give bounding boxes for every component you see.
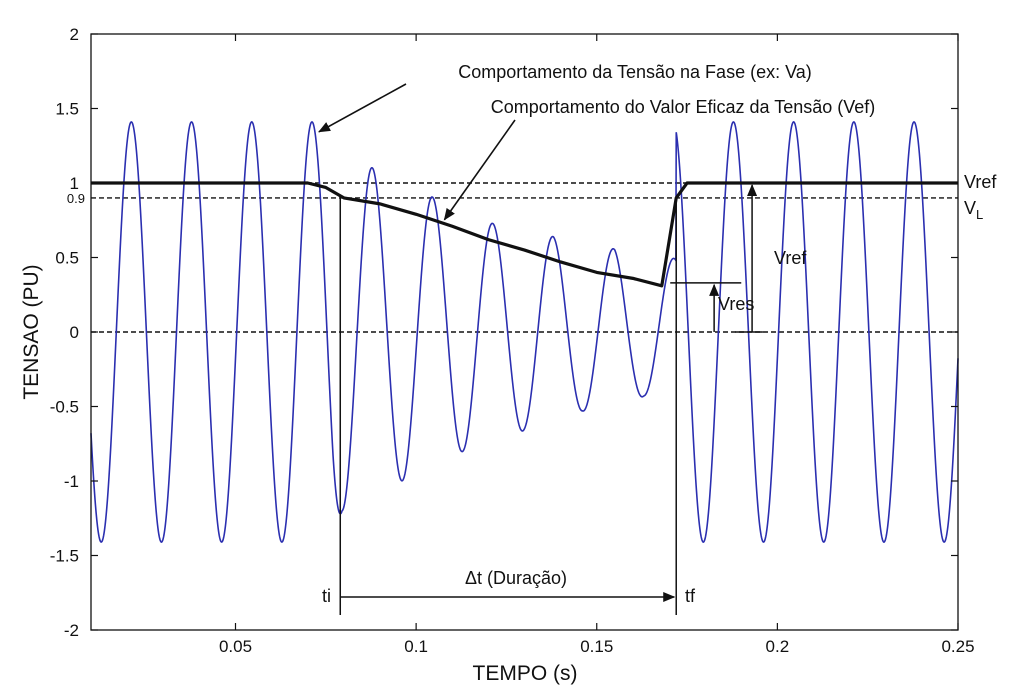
y-tick-label: -2: [64, 621, 79, 640]
x-tick-label: 0.05: [219, 637, 252, 656]
waveform-series: [90, 121, 959, 543]
annotation-arrow-rms: [443, 119, 516, 221]
y-axis-label: TENSAO (PU): [20, 264, 43, 399]
y-tick-label: 2: [70, 25, 79, 44]
x-tick-label: 0.1: [404, 637, 428, 656]
waveform-line: [90, 121, 959, 543]
vl-line-label: VL: [964, 198, 983, 222]
event-markers: [318, 83, 763, 615]
rms-line: [91, 181, 958, 288]
y-tick-label: -1: [64, 472, 79, 491]
y-tick-label: 0.5: [55, 249, 79, 268]
rms-series: [91, 181, 958, 288]
reference-lines: [91, 182, 958, 333]
vres-label: Vres: [718, 294, 754, 314]
vref-arrow-label: Vref: [774, 248, 807, 268]
x-tick-label: 0.15: [580, 637, 613, 656]
y-tick-label: -0.5: [50, 398, 79, 417]
duration-label: Δt (Duração): [465, 568, 567, 588]
y-tick-label: 0: [70, 323, 79, 342]
tf-label: tf: [685, 586, 696, 606]
annotation-arrow-phase: [318, 83, 407, 133]
y-tick-label-extra: 0.9: [67, 191, 85, 206]
axes: 2 1.5 1 0.5 0 -0.5 -1 -1.5 -2 0.9 0.05 0.1 0.15 0.2 0.…: [50, 25, 975, 656]
annotation-rms-voltage: Comportamento do Valor Eficaz da Tensão …: [491, 97, 876, 117]
annotation-phase-voltage: Comportamento da Tensão na Fase (ex: Va): [458, 62, 812, 82]
x-tick-label: 0.25: [941, 637, 974, 656]
vref-line-label: Vref: [964, 172, 997, 192]
y-tick-label: 1: [70, 174, 79, 193]
x-tick-label: 0.2: [766, 637, 790, 656]
x-axis-label: TEMPO (s): [473, 662, 578, 685]
y-tick-label: 1.5: [55, 100, 79, 119]
ti-label: ti: [322, 586, 331, 606]
y-tick-label: -1.5: [50, 547, 79, 566]
